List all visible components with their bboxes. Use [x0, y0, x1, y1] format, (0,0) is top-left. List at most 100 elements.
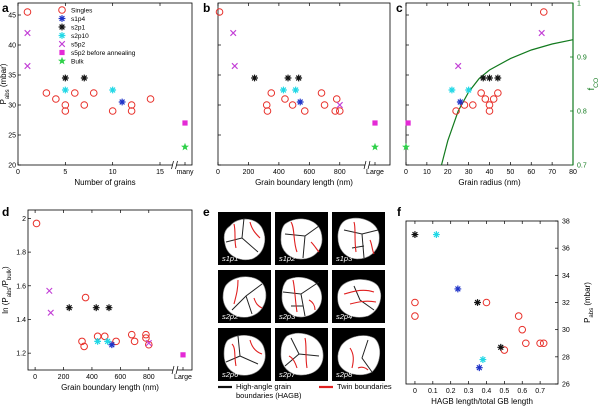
panel-letter-d: d [2, 205, 9, 219]
data-point-singles-b [332, 95, 341, 103]
y-tick-label-f: 34 [562, 273, 570, 280]
micrograph-particle [223, 335, 266, 376]
data-point-s2p1-d [92, 304, 100, 312]
data-point-s1p4-b [296, 98, 304, 106]
data-point-singles-f [411, 312, 419, 320]
data-point-s2p1-b [284, 74, 292, 82]
axis-break-gap-a [172, 161, 177, 169]
data-point-s5p2-b [230, 29, 237, 37]
data-point-singles-d [142, 334, 150, 342]
data-point-s2p10-d [94, 337, 102, 345]
data-point-s2p1-f [411, 231, 419, 238]
legend-label-singles: Singles [71, 8, 93, 15]
data-point-singles-c [494, 89, 502, 97]
y-tick-label-f: 32 [562, 300, 570, 307]
legend-marker-singles [58, 6, 66, 14]
x-tick-label-a: 15 [156, 169, 164, 176]
y-tick-label-a: 30 [8, 103, 16, 110]
data-point-singles-c [539, 8, 548, 16]
chart-panel-b: 0 200 400 600 800 Grain boundary length (nm) L… [215, 2, 391, 187]
data-point-singles-a [61, 101, 70, 109]
data-point-s2p1-b [251, 74, 258, 82]
micrograph-label: s2p6 [222, 370, 239, 379]
micrograph-label: s2p7 [279, 370, 296, 379]
data-point-s5p2_annealing-c [405, 120, 411, 126]
panel-letter-c: c [396, 1, 403, 15]
data-point-singles-f [536, 339, 544, 348]
data-point-singles-c [460, 101, 469, 109]
legend-marker-s2p10 [58, 32, 66, 39]
y-tick-label-a: 40 [8, 43, 16, 50]
axis-break-d [171, 365, 179, 375]
micrograph-s2p6: s2p6 [218, 328, 271, 381]
y-tick-label-f: 38 [562, 219, 570, 226]
x-tick-label-d: 200 [58, 374, 70, 381]
y2-tick-label-c: 0.8 [577, 109, 587, 116]
x-tick-label-break-b: Large [366, 169, 384, 176]
data-point-bulk-c [402, 142, 410, 151]
micrograph-twin-lines [349, 347, 369, 371]
x-tick-label-c: 20 [444, 169, 452, 176]
axis-break-b [363, 160, 371, 170]
chart-panel-f: 0 0.1 0.2 0.3 0.4 0.5 0.6 0.7 26 28 30 32 34 36 38 HAGB… [405, 219, 595, 406]
data-point-s1p4-c [456, 98, 464, 106]
x-tick-label-f: 0.6 [517, 388, 527, 395]
x-tick-label-b: 0 [216, 169, 220, 176]
data-point-s2p1-f [474, 299, 481, 306]
micrograph-hagb-lines [361, 339, 373, 373]
data-point-s2p1-c [494, 74, 502, 82]
x-axis-label-a: Number of grains [74, 178, 135, 187]
y-tick-label-a: 25 [8, 133, 16, 140]
data-point-singles-d [32, 219, 41, 228]
x-tick-label-f: 0.1 [428, 388, 438, 395]
data-point-s2p10-c [448, 86, 456, 94]
legend-label-s2p10: s2p10 [71, 33, 89, 40]
data-point-s1p4-a [118, 98, 126, 106]
micrograph-label: s2p8 [336, 370, 353, 379]
data-point-s2p1-b [295, 74, 303, 82]
data-point-s2p10-f [433, 231, 440, 238]
data-point-singles-d [78, 337, 86, 346]
data-point-s5p2-b [336, 101, 343, 109]
x-tick-label-f: 0.7 [535, 388, 545, 395]
data-point-bulk-b [371, 142, 379, 151]
micrograph-s1p3: s1p3 [332, 212, 385, 265]
twin-legend-label: Twin boundaries [337, 382, 392, 391]
data-point-s2p10-a [109, 86, 117, 94]
y-axis-label-f: Pabs (mbar) [583, 282, 595, 323]
data-point-singles-c [489, 95, 498, 103]
data-point-singles-b [320, 101, 329, 109]
micrograph-label: s1p2 [279, 254, 296, 263]
data-point-singles-a [71, 89, 79, 97]
data-point-singles-c [485, 101, 494, 109]
fit-curve-c [440, 39, 574, 166]
y2-tick-label-c: 0.7 [577, 163, 587, 170]
y-tick-label-f: 30 [562, 327, 570, 334]
y-tick-label-d: 1.4 [16, 317, 26, 324]
data-point-s2p10-d [104, 337, 111, 345]
data-point-s2p1-a [61, 74, 69, 82]
chart-panel-a: 0 5 10 15 20 25 30 35 40 45 Number of grains Pabs (… [0, 2, 194, 187]
micrograph-hagb-lines [343, 229, 379, 259]
micrograph-particle [280, 218, 323, 260]
data-point-singles-b [300, 107, 309, 115]
data-point-singles-a [42, 89, 51, 97]
data-point-singles-f [514, 312, 523, 320]
data-point-singles-d [112, 337, 120, 346]
data-point-singles-c [481, 95, 490, 103]
plot-frame-d [27, 209, 193, 371]
y-tick-label-d: 2 [22, 216, 26, 223]
legend-marker-s5p2_annealing [59, 49, 65, 56]
data-point-singles-f [522, 339, 530, 348]
x-tick-label-b: 600 [303, 169, 315, 176]
x-tick-label-c: 70 [548, 169, 556, 176]
x-tick-label-break-d: Large [174, 374, 192, 381]
legend-label-s1p4: s1p4 [71, 16, 85, 23]
data-point-singles-c [452, 107, 460, 115]
micrograph-s2p8: s2p8 [332, 328, 385, 381]
micrograph-grid: s1p1 s1p2 s1p3 s2p2 s2p3 s2p4 s2p6 s2p7 s2p8 High… [218, 212, 392, 400]
micrograph-hagb-lines [231, 283, 263, 315]
y2-tick-label-c: 0.9 [577, 55, 587, 62]
